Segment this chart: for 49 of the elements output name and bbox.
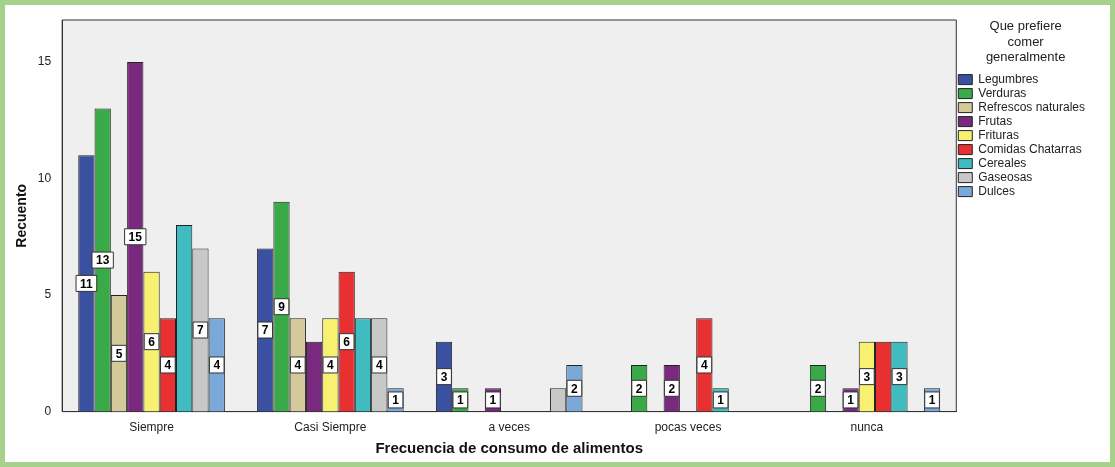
x-tick-label: Casi Siempre bbox=[294, 420, 367, 435]
legend-label: Refrescos naturales bbox=[978, 99, 1085, 114]
x-axis-title: Frecuencia de consumo de alimentos bbox=[375, 439, 643, 457]
legend-label: Dulces bbox=[978, 183, 1015, 198]
x-tick-label: nunca bbox=[850, 420, 884, 435]
legend-label: Cereales bbox=[978, 155, 1027, 170]
legend-label: Frutas bbox=[978, 113, 1013, 128]
legend-label: Gaseosas bbox=[978, 169, 1033, 184]
data-label: 9 bbox=[278, 300, 286, 315]
data-label: 7 bbox=[261, 323, 269, 338]
y-tick-label: 5 bbox=[44, 287, 52, 302]
legend-label: Legumbres bbox=[978, 71, 1039, 86]
legend-label: Verduras bbox=[978, 85, 1027, 100]
data-label: 4 bbox=[700, 358, 708, 373]
data-label: 4 bbox=[327, 358, 335, 373]
data-label: 2 bbox=[814, 381, 822, 396]
data-label: 1 bbox=[717, 393, 725, 408]
y-tick-label: 10 bbox=[37, 170, 52, 185]
data-label: 1 bbox=[847, 393, 855, 408]
legend-label: Comidas Chatarras bbox=[978, 141, 1082, 156]
x-tick-label: Siempre bbox=[129, 420, 175, 435]
data-label: 2 bbox=[635, 381, 643, 396]
data-label: 15 bbox=[128, 230, 143, 245]
x-tick-label: pocas veces bbox=[654, 420, 722, 435]
data-label: 4 bbox=[213, 358, 221, 373]
y-tick-label: 0 bbox=[44, 403, 52, 418]
data-label: 3 bbox=[440, 369, 448, 384]
data-label: 3 bbox=[896, 369, 904, 384]
data-label: 6 bbox=[148, 334, 156, 349]
data-label: 6 bbox=[343, 334, 351, 349]
data-label: 13 bbox=[96, 253, 110, 268]
data-label: 4 bbox=[294, 358, 302, 373]
data-label: 11 bbox=[80, 276, 94, 291]
data-label: 5 bbox=[115, 346, 123, 361]
y-tick-label: 15 bbox=[37, 54, 52, 69]
legend-title: Que prefiere comer generalmente bbox=[985, 18, 1066, 65]
y-axis-title: Recuento bbox=[13, 183, 30, 248]
data-label: 1 bbox=[456, 393, 464, 408]
data-label: 3 bbox=[863, 369, 871, 384]
legend-label: Frituras bbox=[978, 127, 1019, 142]
x-tick-label: a veces bbox=[488, 420, 530, 435]
data-label: 1 bbox=[928, 393, 936, 408]
data-label: 4 bbox=[164, 358, 172, 373]
data-label: 1 bbox=[489, 393, 497, 408]
data-label: 2 bbox=[571, 381, 579, 396]
data-label: 7 bbox=[197, 323, 205, 338]
data-label: 2 bbox=[668, 381, 676, 396]
data-label: 4 bbox=[375, 358, 383, 373]
data-label: 1 bbox=[392, 393, 400, 408]
